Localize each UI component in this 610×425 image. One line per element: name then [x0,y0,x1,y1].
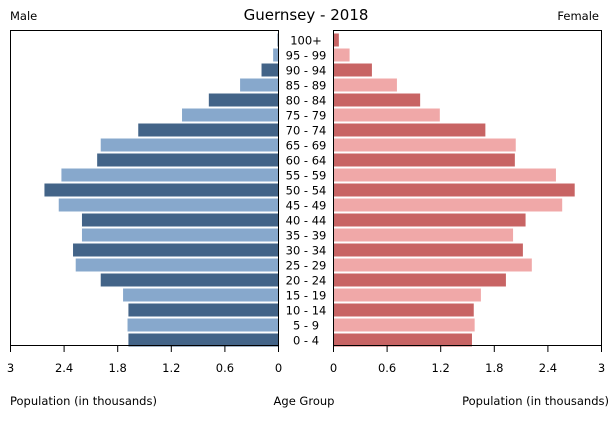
male-x-tick-label: 2.4 [55,361,73,375]
female-bar-50-54 [333,183,575,197]
male-bar-65-69 [100,138,279,152]
male-bar-75-79 [182,108,279,122]
male-bar-60-64 [97,153,279,167]
female-bar-90-94 [333,63,372,77]
female-bar-70-74 [333,123,486,137]
female-x-tick-label: 3 [598,361,605,375]
age-group-label: 65 - 69 [286,139,327,153]
male-bar-40-44 [81,213,279,227]
male-bar-15-19 [123,288,279,302]
male-x-tick-label: 0.6 [216,361,234,375]
age-group-label: 90 - 94 [286,64,327,78]
female-bar-30-34 [333,243,523,257]
female-bar-40-44 [333,213,526,227]
female-x-tick-label: 2.4 [539,361,557,375]
male-bar-45-49 [58,198,279,212]
age-group-label: 40 - 44 [286,214,327,228]
chart-title: Guernsey - 2018 [244,6,369,24]
male-x-axis-label: Population (in thousands) [10,394,157,408]
age-group-label: 70 - 74 [286,124,327,138]
age-group-label: 15 - 19 [286,289,327,303]
age-group-label: 75 - 79 [286,109,327,123]
female-x-tick-label: 0 [330,361,337,375]
male-bar-95-99 [273,48,279,62]
male-bar-0-4 [128,333,279,347]
female-x-tick-label: 1.8 [485,361,503,375]
male-bar-85-89 [240,78,279,92]
male-bar-55-59 [61,168,279,182]
male-bar-50-54 [44,183,279,197]
male-bar-80-84 [208,93,279,107]
age-group-label: 100+ [290,34,322,48]
female-bar-80-84 [333,93,421,107]
female-bar-25-29 [333,258,532,272]
male-bar-70-74 [138,123,279,137]
age-group-label: 55 - 59 [286,169,327,183]
age-group-label: 85 - 89 [286,79,327,93]
male-x-tick-label: 1.8 [109,361,127,375]
female-bar-100+ [333,33,339,47]
age-group-label: 0 - 4 [293,334,319,348]
female-bar-45-49 [333,198,563,212]
female-bar-10-14 [333,303,474,317]
female-bar-75-79 [333,108,440,122]
male-label: Male [10,9,37,23]
male-bar-35-39 [81,228,279,242]
female-bar-35-39 [333,228,514,242]
female-plot-frame [333,30,602,346]
age-group-label: 10 - 14 [286,304,327,318]
female-label: Female [557,9,599,23]
female-bar-95-99 [333,48,350,62]
male-x-tick-label: 0 [275,361,282,375]
female-bar-20-24 [333,273,506,287]
age-group-label: 80 - 84 [286,94,327,108]
age-group-label: 30 - 34 [286,244,327,258]
male-bar-25-29 [75,258,279,272]
female-bar-15-19 [333,288,481,302]
female-bar-0-4 [333,333,472,347]
female-bar-55-59 [333,168,556,182]
male-bar-30-34 [73,243,279,257]
male-x-tick-label: 3 [7,361,14,375]
male-bar-10-14 [128,303,279,317]
female-x-tick-label: 1.2 [432,361,450,375]
female-bar-5-9 [333,318,475,332]
age-group-label: 35 - 39 [286,229,327,243]
male-bar-5-9 [127,318,279,332]
age-group-axis-label: Age Group [274,394,335,408]
male-x-tick-label: 1.2 [162,361,180,375]
age-group-label: 5 - 9 [293,319,319,333]
male-bar-90-94 [261,63,279,77]
male-plot-frame [10,30,279,346]
female-bar-85-89 [333,78,397,92]
age-group-label: 95 - 99 [286,49,327,63]
female-bar-60-64 [333,153,515,167]
age-group-label: 20 - 24 [286,274,327,288]
female-x-tick-label: 0.6 [378,361,396,375]
age-group-label: 50 - 54 [286,184,327,198]
age-group-label: 60 - 64 [286,154,327,168]
age-group-label: 45 - 49 [286,199,327,213]
female-x-axis-label: Population (in thousands) [462,394,609,408]
age-group-label: 25 - 29 [286,259,327,273]
male-bar-20-24 [100,273,279,287]
female-bar-65-69 [333,138,516,152]
